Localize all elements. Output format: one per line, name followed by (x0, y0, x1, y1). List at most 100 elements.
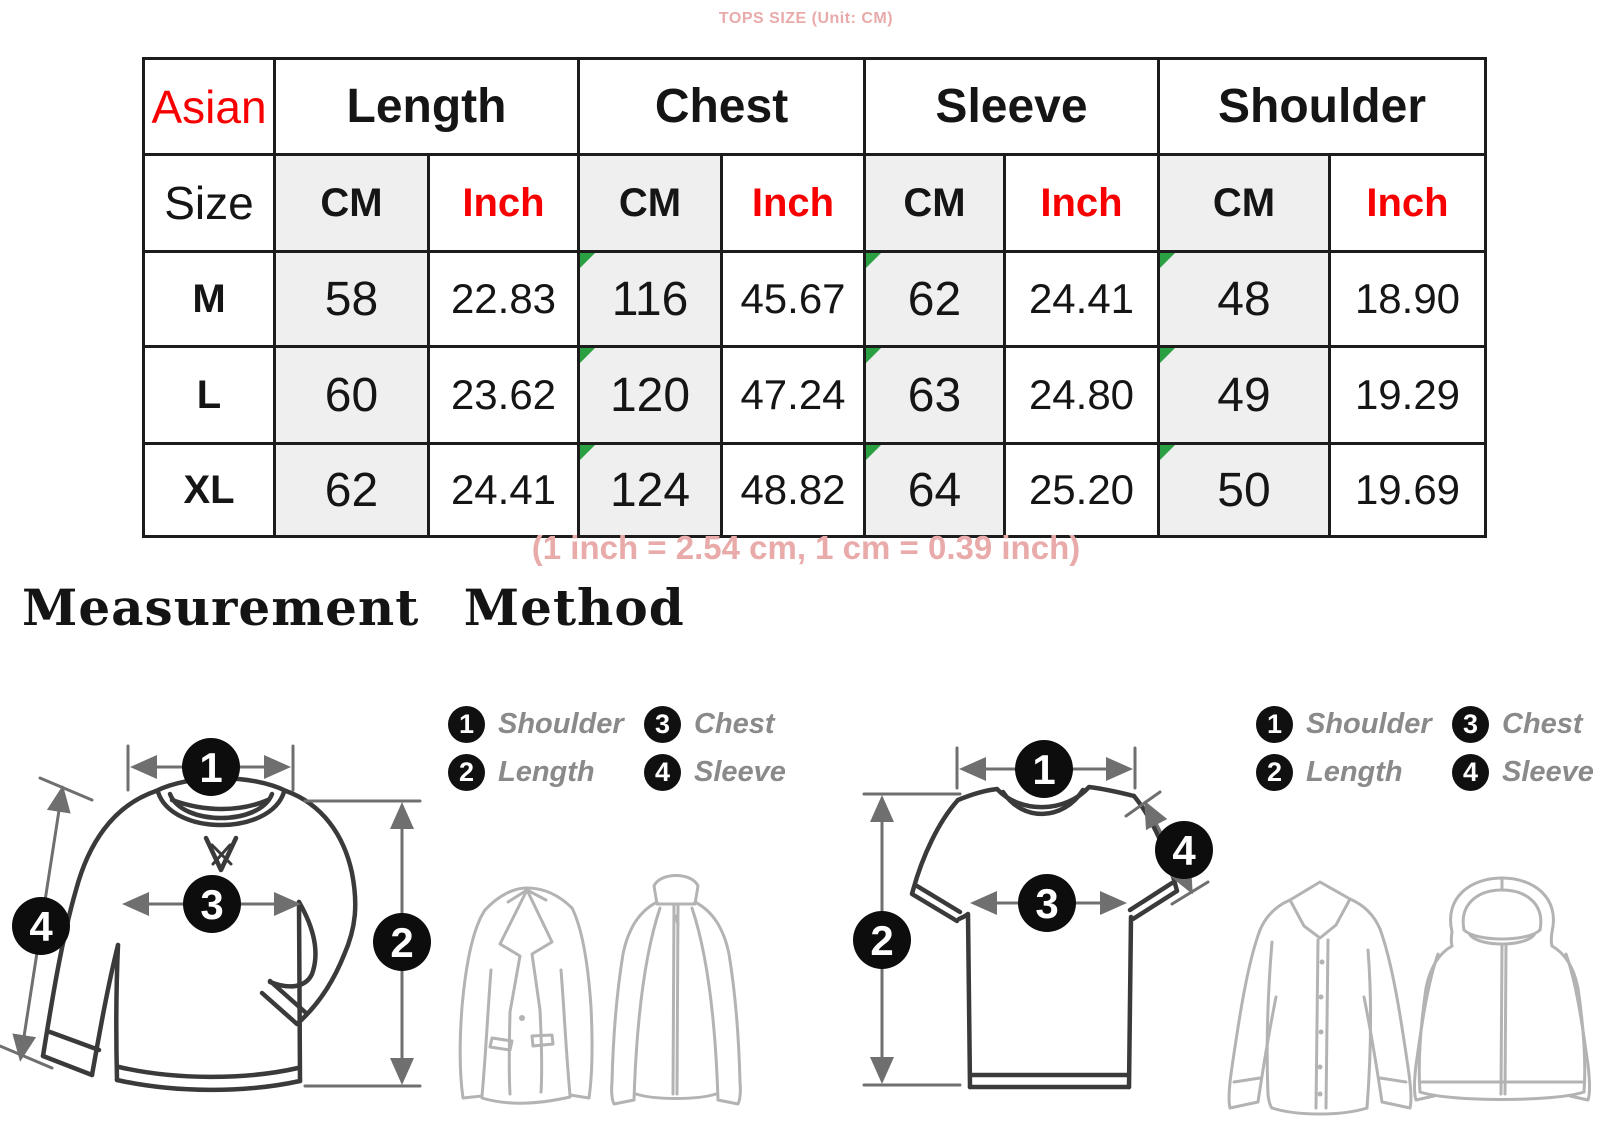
marker-chest: 3 (1018, 874, 1076, 932)
legend-item-sleeve: 4 Sleeve (1452, 754, 1594, 791)
table-row-m: M 58 22.83 116 45.67 62 24.41 48 18.90 (142, 250, 1487, 348)
legend-label: Length (498, 756, 595, 788)
size-header-cell: Size (142, 153, 276, 253)
value-cell: 62 (273, 442, 430, 538)
table-row-xl: XL 62 24.41 124 48.82 64 25.20 50 19.69 (142, 442, 1487, 538)
legend-number-badge: 4 (1452, 754, 1489, 791)
value-cell: 62 (863, 250, 1006, 348)
marker-sleeve: 4 (1155, 821, 1213, 879)
legend-label: Shoulder (1306, 708, 1432, 740)
marker-shoulder-number: 1 (1032, 746, 1055, 793)
measure-legend-right: 1 Shoulder 3 Chest 2 Length 4 Sleeve (1256, 706, 1594, 791)
value-cell: 124 (577, 442, 723, 538)
value-cell: 24.80 (1003, 345, 1160, 445)
marker-shoulder: 1 (182, 738, 240, 796)
value-cell: 48.82 (720, 442, 866, 538)
table-unit-header-row: Size CM Inch CM Inch CM Inch CM Inch (142, 153, 1487, 253)
value-cell: 47.24 (720, 345, 866, 445)
legend-item-shoulder: 1 Shoulder (448, 706, 644, 743)
marker-shoulder-number: 1 (199, 744, 222, 791)
marker-length: 2 (853, 911, 911, 969)
value-cell: 63 (863, 345, 1006, 445)
legend-item-shoulder: 1 Shoulder (1256, 706, 1452, 743)
marker-chest-number: 3 (200, 881, 223, 928)
value-cell: 19.69 (1328, 442, 1487, 538)
marker-chest: 3 (183, 875, 241, 933)
value-cell: 64 (863, 442, 1006, 538)
marker-sleeve: 4 (12, 897, 70, 955)
marker-length-number: 2 (870, 917, 893, 964)
legend-label: Chest (1502, 708, 1583, 740)
blouse-and-hoodie-lineart (1227, 876, 1591, 1116)
unit-cm-shoulder: CM (1157, 153, 1331, 253)
unit-inch-chest: Inch (720, 153, 866, 253)
unit-inch-length: Inch (427, 153, 580, 253)
blazer-and-jacket-lineart (458, 874, 742, 1106)
page-title: TOPS SIZE (Unit: CM) (718, 10, 894, 27)
value-cell: 120 (577, 345, 723, 445)
marker-chest-number: 3 (1035, 880, 1058, 927)
legend-number-badge: 1 (1256, 706, 1293, 743)
blazer-drawing (458, 886, 594, 1105)
value-cell: 49 (1157, 345, 1331, 445)
tshirt-measurement-diagram: 1 3 2 4 (853, 740, 1213, 1090)
size-cell: M (142, 250, 276, 348)
size-table: Asian Length Chest Sleeve Shoulder Size … (142, 57, 1487, 538)
section-heading: Measurement Method (22, 578, 685, 637)
blouse-drawing (1227, 880, 1413, 1116)
legend-item-length: 2 Length (1256, 754, 1452, 791)
value-cell: 116 (577, 250, 723, 348)
value-cell: 25.20 (1003, 442, 1160, 538)
marker-length-number: 2 (390, 919, 413, 966)
legend-number-badge: 3 (1452, 706, 1489, 743)
group-header-length: Length (273, 57, 580, 156)
legend-label: Length (1306, 756, 1403, 788)
legend-label: Chest (694, 708, 775, 740)
value-cell: 60 (273, 345, 430, 445)
size-cell: XL (142, 442, 276, 538)
size-cell: L (142, 345, 276, 445)
unit-cm-sleeve: CM (863, 153, 1006, 253)
hoodie-drawing (1413, 876, 1591, 1102)
sweatshirt-measurement-diagram: 1 3 2 4 (0, 738, 431, 1093)
marker-sleeve-number: 4 (29, 903, 53, 950)
unit-conversion-note: (1 inch = 2.54 cm, 1 cm = 0.39 inch) (531, 529, 1081, 566)
value-cell: 19.29 (1328, 345, 1487, 445)
zip-jacket-drawing (610, 874, 742, 1106)
unit-cm-chest: CM (577, 153, 723, 253)
tshirt-outline (909, 784, 1180, 1090)
marker-sleeve-number: 4 (1172, 827, 1196, 874)
value-cell: 48 (1157, 250, 1331, 348)
legend-number-badge: 4 (644, 754, 681, 791)
table-row-l: L 60 23.62 120 47.24 63 24.80 49 19.29 (142, 345, 1487, 445)
group-header-shoulder: Shoulder (1157, 57, 1487, 156)
marker-length: 2 (373, 913, 431, 971)
legend-number-badge: 3 (644, 706, 681, 743)
group-header-chest: Chest (577, 57, 866, 156)
measure-legend-left: 1 Shoulder 3 Chest 2 Length 4 Sleeve (448, 706, 786, 791)
legend-label: Sleeve (1502, 756, 1594, 788)
legend-item-chest: 3 Chest (1452, 706, 1594, 743)
legend-number-badge: 1 (448, 706, 485, 743)
group-header-sleeve: Sleeve (863, 57, 1160, 156)
table-group-header-row: Asian Length Chest Sleeve Shoulder (142, 57, 1487, 156)
value-cell: 23.62 (427, 345, 580, 445)
unit-inch-shoulder: Inch (1328, 153, 1487, 253)
value-cell: 24.41 (1003, 250, 1160, 348)
value-cell: 24.41 (427, 442, 580, 538)
legend-item-chest: 3 Chest (644, 706, 786, 743)
sweatshirt-outline (40, 776, 358, 1093)
unit-cm-length: CM (273, 153, 430, 253)
value-cell: 18.90 (1328, 250, 1487, 348)
legend-item-sleeve: 4 Sleeve (644, 754, 786, 791)
corner-cell-asian: Asian (142, 57, 276, 156)
marker-shoulder: 1 (1015, 740, 1073, 798)
value-cell: 45.67 (720, 250, 866, 348)
value-cell: 50 (1157, 442, 1331, 538)
unit-inch-sleeve: Inch (1003, 153, 1160, 253)
legend-number-badge: 2 (448, 754, 485, 791)
legend-label: Shoulder (498, 708, 624, 740)
legend-number-badge: 2 (1256, 754, 1293, 791)
legend-item-length: 2 Length (448, 754, 644, 791)
value-cell: 22.83 (427, 250, 580, 348)
